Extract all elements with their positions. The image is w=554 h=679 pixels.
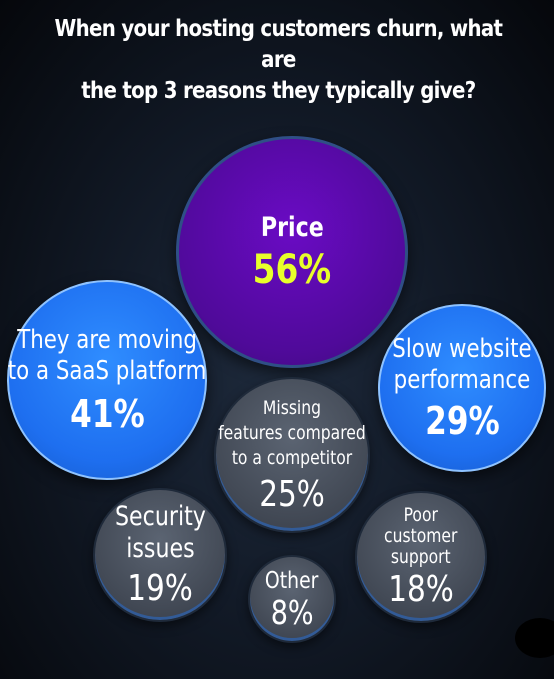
- bubble-security-label: Security issues: [115, 501, 206, 565]
- bubble-price-label-line: Price: [260, 212, 324, 243]
- bubble-other-value: 8%: [270, 593, 314, 632]
- chart-title: When your hosting customers churn, what …: [40, 14, 516, 107]
- bubble-security-label-line: issues: [125, 533, 195, 564]
- bubble-slow-label-line: performance: [393, 365, 531, 395]
- bubble-missing-value: 25%: [259, 473, 325, 515]
- bubble-missing: Missing features compared to a competitor 2…: [214, 377, 370, 533]
- bubble-security-value: 19%: [127, 568, 193, 609]
- bubble-slow: Slow website performance 29%: [378, 304, 546, 472]
- bubble-support: Poor customer support 18%: [355, 491, 487, 623]
- bubble-slow-label: Slow website performance: [392, 334, 531, 396]
- bubble-security: Security issues 19%: [93, 488, 227, 622]
- bubble-security-label-line: Security: [114, 501, 206, 532]
- bubble-support-value: 18%: [388, 568, 454, 610]
- bubble-saas-label-line: They are moving: [17, 325, 197, 355]
- bubble-missing-label-line: to a competitor: [231, 446, 353, 469]
- bubble-missing-label-line: features compared: [218, 421, 366, 444]
- bubble-price-value: 56%: [252, 247, 332, 293]
- bubble-saas-value: 41%: [69, 392, 145, 436]
- bubble-other: Other 8%: [248, 555, 336, 643]
- bubble-missing-label-line: Missing: [262, 396, 322, 419]
- chart-title-line-2: the top 3 reasons they typically give?: [81, 78, 476, 104]
- bubble-support-label-line: Poor: [403, 503, 439, 526]
- bubble-support-label: Poor customer support: [384, 503, 458, 568]
- bubble-saas: They are moving to a SaaS platform 41%: [7, 280, 207, 480]
- corner-decoration: [515, 618, 554, 658]
- bubble-slow-label-line: Slow website: [392, 334, 532, 364]
- bubble-slow-value: 29%: [424, 399, 500, 443]
- bubble-saas-label: They are moving to a SaaS platform: [8, 325, 207, 387]
- bubble-support-label-line: support: [391, 545, 451, 568]
- bubble-other-label: Other: [265, 567, 319, 595]
- bubble-missing-label: Missing features compared to a competitor: [218, 396, 366, 471]
- chart-title-line-1: When your hosting customers churn, what …: [54, 16, 503, 73]
- bubble-saas-label-line: to a SaaS platform: [7, 356, 207, 386]
- bubble-support-label-line: customer: [384, 524, 458, 547]
- bubble-price-label: Price: [261, 212, 324, 244]
- bubble-price: Price 56%: [176, 136, 408, 368]
- bubble-other-label-line: Other: [265, 568, 319, 594]
